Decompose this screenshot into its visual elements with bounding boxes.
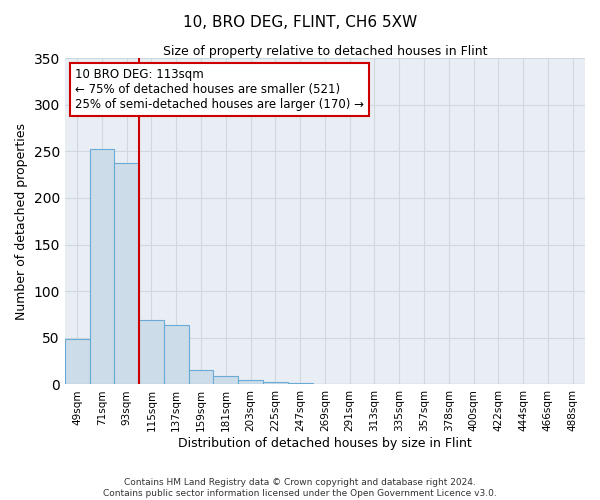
- Bar: [115, 164, 139, 384]
- Title: Size of property relative to detached houses in Flint: Size of property relative to detached ho…: [163, 45, 487, 58]
- Bar: [188, 370, 214, 384]
- Bar: [164, 325, 188, 384]
- Bar: [89, 150, 115, 384]
- Text: 10, BRO DEG, FLINT, CH6 5XW: 10, BRO DEG, FLINT, CH6 5XW: [183, 15, 417, 30]
- Bar: [238, 380, 263, 384]
- Bar: [288, 382, 313, 384]
- Bar: [214, 376, 238, 384]
- X-axis label: Distribution of detached houses by size in Flint: Distribution of detached houses by size …: [178, 437, 472, 450]
- Y-axis label: Number of detached properties: Number of detached properties: [15, 122, 28, 320]
- Text: Contains HM Land Registry data © Crown copyright and database right 2024.
Contai: Contains HM Land Registry data © Crown c…: [103, 478, 497, 498]
- Bar: [263, 382, 288, 384]
- Bar: [65, 339, 89, 384]
- Bar: [139, 320, 164, 384]
- Text: 10 BRO DEG: 113sqm
← 75% of detached houses are smaller (521)
25% of semi-detach: 10 BRO DEG: 113sqm ← 75% of detached hou…: [75, 68, 364, 111]
